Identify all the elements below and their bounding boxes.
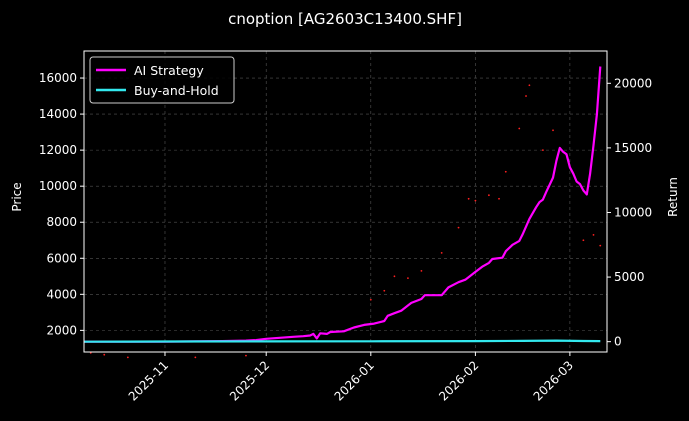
- y2-tick-label: 10000: [614, 205, 652, 219]
- y-tick-label: 4000: [46, 287, 77, 301]
- price-point: [488, 194, 490, 197]
- price-point: [525, 95, 527, 97]
- price-point: [474, 199, 477, 202]
- y-tick-label: 10000: [39, 179, 77, 193]
- y2-axis-label: Return: [666, 177, 680, 217]
- y-tick-label: 2000: [46, 323, 77, 337]
- legend-box: [89, 56, 235, 104]
- price-point: [592, 233, 595, 236]
- price-point: [498, 197, 500, 200]
- price-point: [420, 269, 423, 272]
- series-lines: [83, 66, 602, 343]
- y2-tick-label: 5000: [614, 270, 645, 284]
- y2-tick-label: 15000: [614, 141, 652, 155]
- y-tick-label: 12000: [39, 143, 77, 157]
- y2-tick-label: 20000: [614, 76, 652, 90]
- series-line-ai-strategy: [84, 66, 602, 343]
- price-point: [504, 170, 507, 173]
- y-tick-label: 16000: [39, 71, 77, 85]
- y2-axis-ticks: 0 5000 10000 15000 20000: [607, 76, 652, 349]
- price-point: [541, 149, 544, 152]
- price-point: [457, 226, 460, 229]
- y-tick-label: 14000: [39, 107, 77, 121]
- price-point: [599, 244, 602, 247]
- price-point: [518, 127, 521, 130]
- price-point: [393, 275, 396, 278]
- y-tick-label: 6000: [46, 251, 77, 265]
- series-line-buy-and-hold: [83, 339, 601, 343]
- price-point: [467, 197, 470, 200]
- legend-label-buy-and-hold: Buy-and-Hold: [134, 83, 219, 98]
- legend-label-ai-strategy: AI Strategy: [134, 63, 204, 78]
- chart-title: cnoption [AG2603C13400.SHF]: [228, 10, 462, 28]
- price-point: [383, 289, 386, 292]
- y-tick-label: 8000: [46, 215, 77, 229]
- price-point: [245, 354, 247, 357]
- price-point: [126, 356, 129, 359]
- price-point: [103, 353, 106, 356]
- plot-frame: [83, 50, 608, 353]
- price-points: [89, 84, 602, 359]
- price-point: [582, 239, 585, 242]
- price-point: [528, 84, 531, 87]
- y-axis-label: Price: [10, 182, 24, 211]
- y-axis-ticks: 2000 4000 6000 8000 10000 12000 14000 16000: [39, 71, 84, 337]
- y2-tick-label: 0: [614, 335, 622, 349]
- price-point: [407, 277, 409, 280]
- price-point: [440, 251, 443, 254]
- price-point: [194, 356, 197, 359]
- price-point: [552, 129, 554, 132]
- price-point: [369, 298, 372, 301]
- legend: AI Strategy Buy-and-Hold: [89, 56, 235, 104]
